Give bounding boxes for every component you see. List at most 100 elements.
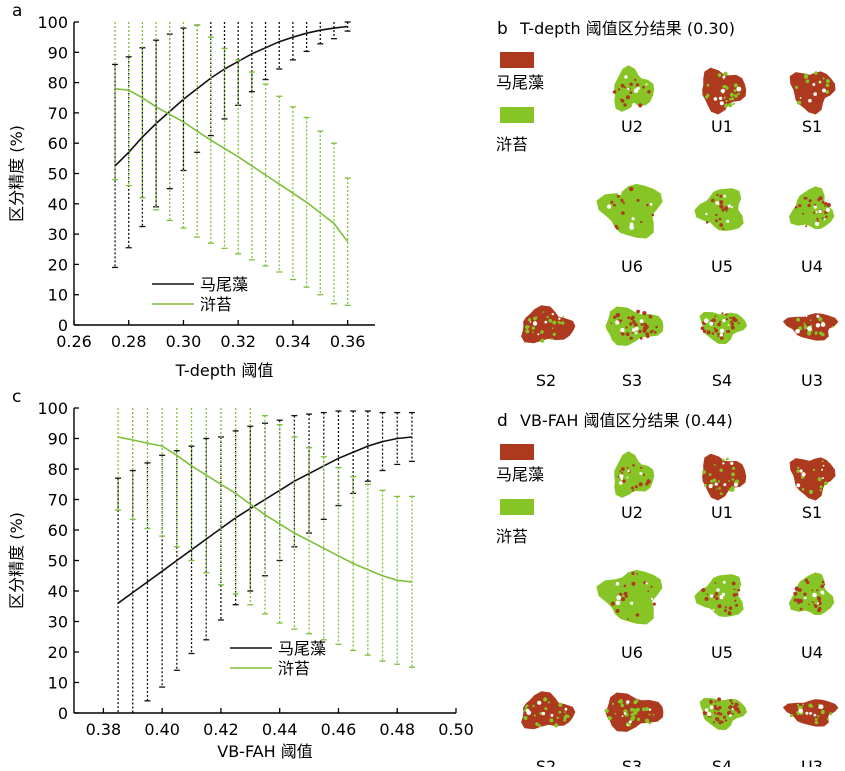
speckle <box>724 606 727 609</box>
speckle <box>824 481 828 486</box>
speckle <box>798 326 803 331</box>
sample-body <box>694 574 744 617</box>
speckle <box>640 466 643 469</box>
gap <box>722 580 726 584</box>
speckle <box>717 604 722 609</box>
speckle <box>819 489 822 492</box>
speckle <box>631 486 634 490</box>
speckle <box>615 312 621 318</box>
sample-label: U1 <box>711 503 733 522</box>
gap <box>623 712 627 715</box>
gap <box>822 88 826 93</box>
gap <box>616 595 621 600</box>
speckle <box>712 721 716 724</box>
legend-label: 浒苔 <box>200 295 232 314</box>
speckle <box>549 718 554 723</box>
speckle <box>615 608 620 613</box>
speckle <box>558 710 562 714</box>
speckle <box>540 332 542 334</box>
legend-seaweed-label: 马尾藻 <box>496 73 544 92</box>
speckle <box>635 613 640 617</box>
speckle <box>826 202 831 208</box>
gap <box>723 483 727 487</box>
speckle <box>642 311 647 316</box>
speckle <box>714 582 717 584</box>
speckle <box>820 710 825 715</box>
speckle <box>654 331 657 334</box>
speckle <box>563 718 567 722</box>
speckle <box>716 193 719 196</box>
speckle <box>626 466 629 469</box>
y-axis-label: 区分精度 (%) <box>7 512 26 609</box>
speckle <box>793 591 798 596</box>
sample-s3: S3 <box>605 306 664 390</box>
x-tick-label: 0.38 <box>86 720 122 739</box>
gap <box>634 326 639 331</box>
speckle <box>623 591 628 596</box>
speckle <box>638 482 643 487</box>
speckle <box>717 335 720 338</box>
speckle <box>737 92 740 96</box>
speckle <box>610 601 616 606</box>
speckle <box>733 588 736 591</box>
speckle <box>649 330 653 334</box>
gap <box>649 202 653 206</box>
sample-u5: U5 <box>694 574 744 662</box>
y-tick-label: 30 <box>48 225 68 244</box>
speckle <box>632 464 635 467</box>
sample-label: S2 <box>536 371 556 390</box>
speckle <box>562 315 565 318</box>
speckle <box>704 597 709 601</box>
speckle <box>719 223 723 227</box>
y-tick-label: 90 <box>48 43 68 62</box>
y-tick-label: 50 <box>48 552 68 571</box>
speckle <box>717 480 721 483</box>
x-axis-label: T-depth 阈值 <box>175 361 274 380</box>
speckle <box>616 194 620 198</box>
speckle <box>642 329 646 333</box>
speckle <box>721 458 725 462</box>
speckle <box>646 479 651 484</box>
speckle <box>715 596 719 601</box>
speckle <box>821 332 825 337</box>
sample-body <box>694 188 744 231</box>
speckle <box>799 607 803 611</box>
speckle <box>798 204 802 208</box>
speckle <box>706 330 709 333</box>
gap <box>626 476 629 479</box>
gap <box>812 592 817 598</box>
speckle <box>646 203 649 207</box>
speckle <box>620 99 625 103</box>
speckle <box>804 73 808 76</box>
speckle <box>533 714 536 717</box>
speckle <box>718 217 722 221</box>
speckle <box>829 712 833 716</box>
speckle <box>622 202 625 205</box>
speckle <box>655 325 658 329</box>
speckle <box>795 85 799 89</box>
gap <box>631 217 635 221</box>
speckle <box>821 460 824 463</box>
speckle <box>625 326 628 329</box>
speckle <box>718 487 721 490</box>
legend-seaweed-label: 马尾藻 <box>496 465 544 484</box>
sample-body <box>521 305 576 344</box>
speckle <box>642 707 646 712</box>
speckle <box>794 586 799 591</box>
speckle <box>617 475 620 478</box>
gap <box>627 470 630 473</box>
sample-body <box>614 451 655 498</box>
gap <box>714 482 718 486</box>
speckle <box>811 601 814 604</box>
speckle <box>558 702 563 708</box>
speckle <box>725 86 729 90</box>
speckle <box>825 90 830 94</box>
sample-body <box>702 453 747 501</box>
speckle <box>717 73 722 77</box>
speckle <box>525 704 529 708</box>
speckle <box>532 326 534 329</box>
y-tick-label: 0 <box>58 316 68 335</box>
speckle <box>715 717 720 722</box>
speckle <box>629 322 633 326</box>
speckle <box>634 78 637 82</box>
